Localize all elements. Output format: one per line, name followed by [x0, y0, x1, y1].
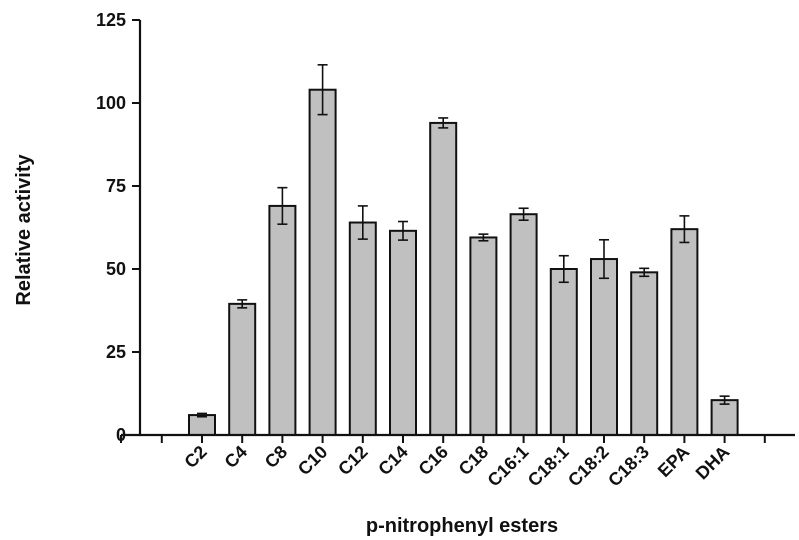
plot-area [188, 64, 739, 437]
bar-c18-1 [549, 268, 578, 436]
error-bar-c18-3 [639, 267, 650, 278]
bar-c4 [228, 302, 257, 436]
x-tick-label: C18:3 [604, 442, 653, 491]
x-tick-label: DHA [692, 442, 734, 484]
bar-dha [710, 399, 739, 437]
bar-c10 [308, 88, 337, 436]
bar-c16 [429, 121, 458, 436]
y-tick-label: 25 [106, 342, 126, 362]
error-bar-c10 [317, 64, 328, 116]
error-bar-c16-1 [518, 207, 529, 221]
x-tick-label: C16:1 [484, 442, 533, 491]
x-axis-title: p-nitrophenyl esters [366, 515, 558, 537]
x-tick-label: C18:1 [524, 442, 573, 491]
y-tick-label: 75 [106, 176, 126, 196]
error-bar-c2 [197, 412, 207, 418]
error-bar-dha [719, 395, 730, 405]
error-bar-c8 [277, 186, 288, 225]
error-bar-c18 [478, 233, 489, 242]
error-bar-c14 [398, 220, 408, 241]
x-tick-label: C4 [221, 442, 251, 472]
error-bar-c4 [237, 299, 248, 309]
bar-c2 [188, 414, 216, 436]
x-tick-label: C10 [294, 442, 331, 479]
bar-c18-3 [630, 271, 659, 436]
bar-c12 [348, 221, 377, 436]
x-tick-label: C14 [374, 442, 411, 479]
bar-c14 [389, 229, 417, 436]
bar-c16-1 [509, 213, 538, 436]
error-bar-c18-1 [558, 254, 569, 284]
y-tick-label: 50 [106, 259, 126, 279]
y-tick-label: 100 [96, 93, 126, 113]
bar-c18 [469, 236, 498, 436]
x-tick-label: C18:2 [564, 442, 613, 491]
x-tick-label: C12 [334, 442, 371, 479]
x-tick-label: C8 [261, 442, 291, 472]
error-bar-c18-2 [599, 238, 609, 280]
x-tick-label: C16 [415, 442, 452, 479]
bar-epa [670, 228, 699, 436]
bar-c18-2 [590, 258, 618, 437]
x-tick-label: C2 [180, 442, 210, 472]
error-bar-epa [679, 215, 690, 244]
y-axis-title: Relative activity [13, 154, 35, 306]
y-tick-label: 125 [96, 10, 126, 30]
error-bar-c16 [438, 117, 449, 129]
bar-c8 [268, 204, 297, 436]
x-tick-label: EPA [654, 442, 693, 481]
error-bar-c12 [357, 205, 368, 240]
